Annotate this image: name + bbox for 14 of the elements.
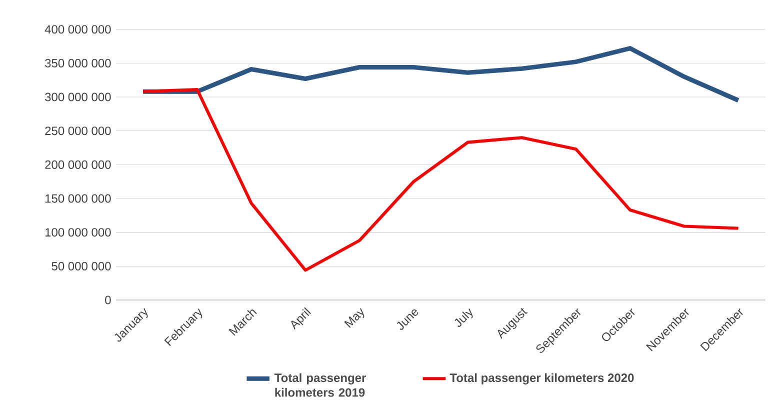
y-tick-label: 150 000 000 xyxy=(45,194,111,203)
y-tick-label: 50 000 000 xyxy=(52,262,111,270)
y-tick-label: 100 000 000 xyxy=(45,228,111,237)
y-tick-label: 250 000 000 xyxy=(45,126,111,136)
y-tick-label: 200 000 000 xyxy=(45,160,111,169)
y-tick-label: 300 000 000 xyxy=(45,92,111,102)
legend-label: Total passenger kilometers 2019 xyxy=(274,373,366,397)
line-series xyxy=(142,88,740,272)
y-tick-label: 400 000 000 xyxy=(44,25,111,34)
legend-label: Total passenger kilometers 2020 xyxy=(450,373,634,384)
y-tick-label: 0 xyxy=(105,296,111,304)
y-tick-label: 350 000 000 xyxy=(45,58,111,68)
x-tick-label: May xyxy=(344,308,364,328)
x-tick-label: July xyxy=(454,308,473,327)
